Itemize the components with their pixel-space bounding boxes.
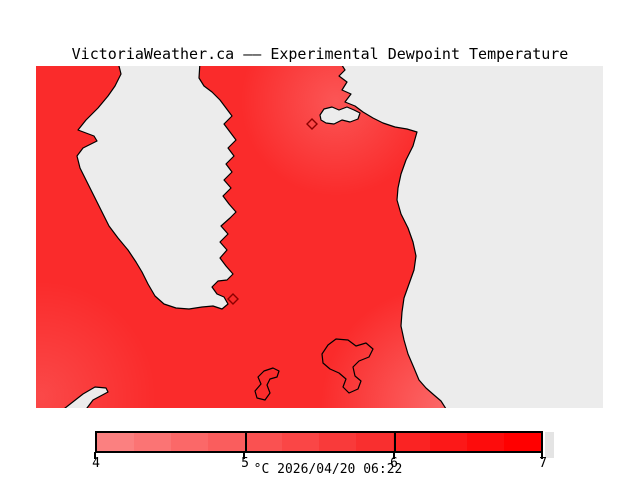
lake-outline-east <box>321 338 374 394</box>
colorbar-segment <box>134 433 171 451</box>
north-bay-water <box>319 106 361 125</box>
haro-strait-water <box>338 66 603 408</box>
colorbar-label-4: 4 <box>92 456 100 471</box>
colorbar-tick-7 <box>541 452 543 459</box>
page-title: VictoriaWeather.ca —— Experimental Dewpo… <box>71 45 569 63</box>
colorbar-segment <box>393 433 430 451</box>
colorbar-segment <box>208 433 245 451</box>
dewpoint-map <box>36 66 603 408</box>
colorbar-segments <box>97 433 541 451</box>
colorbar-label-6: 6 <box>390 456 398 471</box>
colorbar-tick-5 <box>243 452 245 459</box>
colorbar-shadow <box>545 432 554 458</box>
colorbar-segment <box>467 433 504 451</box>
colorbar-tick-4 <box>94 452 96 459</box>
colorbar-tick-line-5 <box>245 433 247 451</box>
colorbar-segment <box>245 433 282 451</box>
dewpoint-shade-southwest <box>36 281 156 408</box>
colorbar-segment <box>430 433 467 451</box>
lake-outline-west <box>254 367 280 401</box>
colorbar-caption: °C 2026/04/20 06:22 <box>253 462 403 477</box>
colorbar-label-7: 7 <box>539 456 547 471</box>
colorbar-tick-line-6 <box>394 433 396 451</box>
station-marker-south <box>227 293 239 305</box>
colorbar <box>95 431 543 453</box>
colorbar-segment <box>356 433 393 451</box>
colorbar-segment <box>504 433 541 451</box>
southwest-bay-water <box>64 386 109 408</box>
saanich-inlet-water <box>76 66 237 310</box>
colorbar-label-5: 5 <box>241 456 249 471</box>
colorbar-tick-6 <box>393 452 395 459</box>
colorbar-segment <box>319 433 356 451</box>
colorbar-segment <box>171 433 208 451</box>
colorbar-segment <box>282 433 319 451</box>
colorbar-segment <box>97 433 134 451</box>
station-marker-north <box>306 118 318 130</box>
